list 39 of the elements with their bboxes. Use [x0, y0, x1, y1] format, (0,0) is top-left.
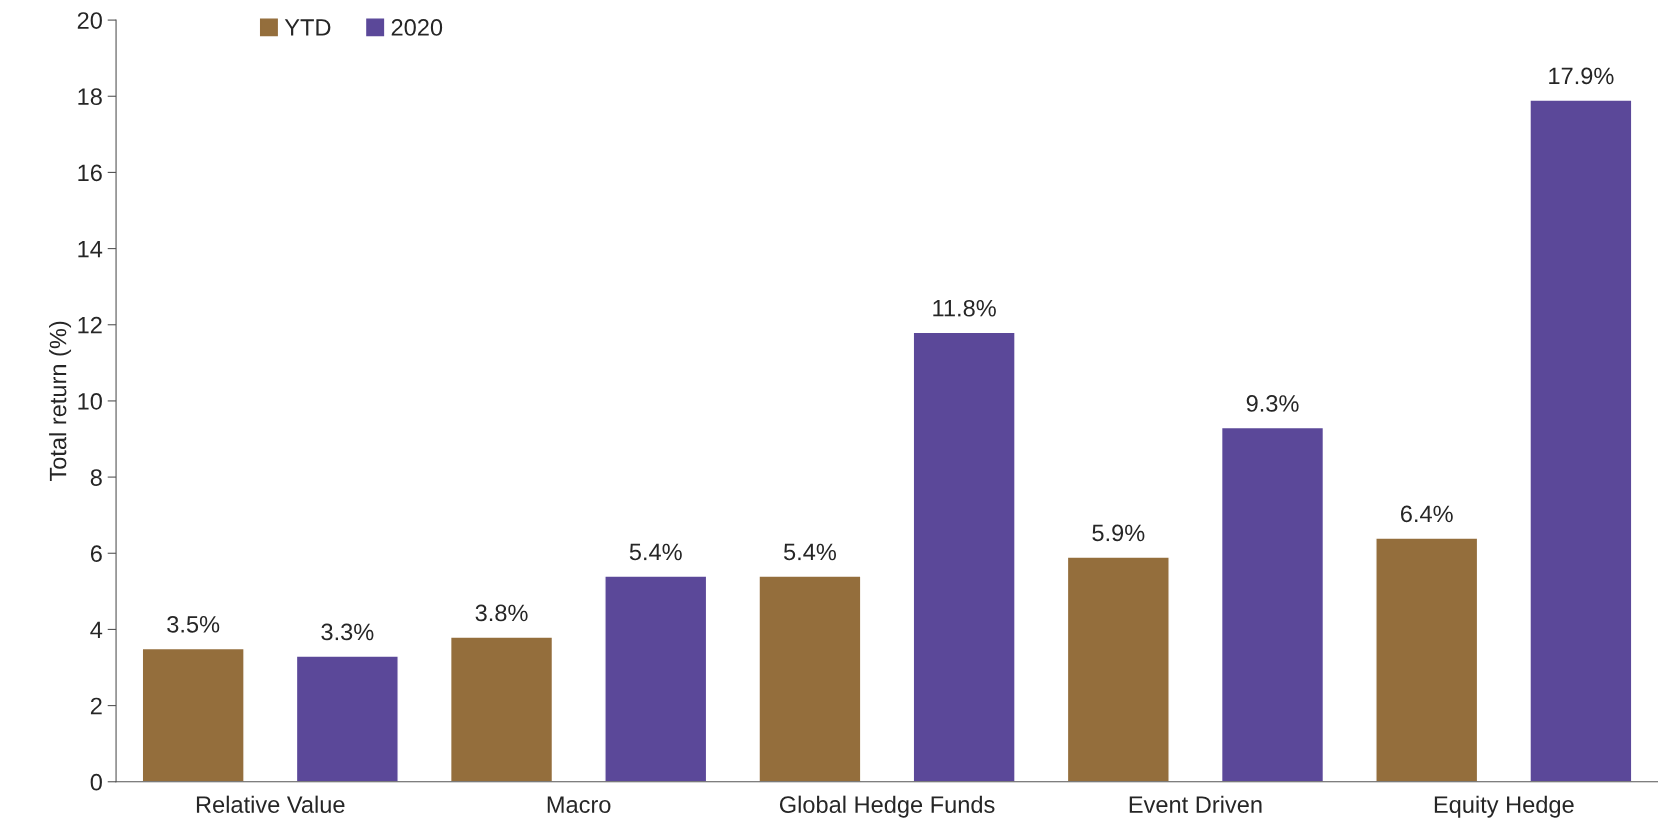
bar [1066, 556, 1170, 782]
y-tick-label: 4 [90, 621, 103, 638]
y-tick-label: 14 [78, 240, 103, 258]
y-axis-title: Total return (%) [49, 321, 72, 482]
y-tick-label: 12 [78, 316, 102, 334]
x-tick-label: Equity Hedge [1434, 795, 1574, 818]
legend-label: 2020 [391, 19, 443, 36]
y-tick-label: 16 [78, 164, 102, 182]
y-tick-label: 6 [90, 545, 102, 563]
y-tick-label: 10 [78, 392, 102, 410]
y-tick-label: 18 [78, 88, 102, 106]
bar [1375, 537, 1479, 782]
data-label: 6.4% [1401, 505, 1453, 523]
y-tick-label: 8 [90, 469, 102, 486]
data-label: 9.3% [1246, 395, 1299, 412]
legend-label: YTD [284, 19, 331, 36]
data-label: 5.4% [783, 543, 836, 561]
data-label: 3.5% [167, 615, 220, 633]
data-label: 5.4% [629, 543, 682, 561]
data-label: 17.9% [1549, 67, 1614, 85]
bar [295, 655, 399, 782]
bar [141, 647, 245, 782]
bar [912, 331, 1016, 782]
y-tick-label: 20 [77, 12, 102, 29]
x-tick-label: Global Hedge Funds [779, 795, 995, 818]
x-tick-label: Event Driven [1129, 795, 1262, 813]
bar [758, 575, 862, 782]
x-tick-label: Macro [547, 796, 611, 813]
x-tick-label: Relative Value [196, 795, 345, 813]
y-tick-label: 2 [90, 697, 102, 715]
bar [449, 636, 554, 782]
y-tick-label: 0 [90, 773, 102, 791]
bar [1529, 99, 1633, 782]
bar [1220, 426, 1325, 782]
data-label: 11.8% [933, 299, 996, 317]
data-label: 5.9% [1092, 524, 1145, 542]
bar [604, 575, 708, 782]
data-label: 3.8% [475, 604, 528, 622]
data-label: 3.3% [321, 623, 374, 641]
